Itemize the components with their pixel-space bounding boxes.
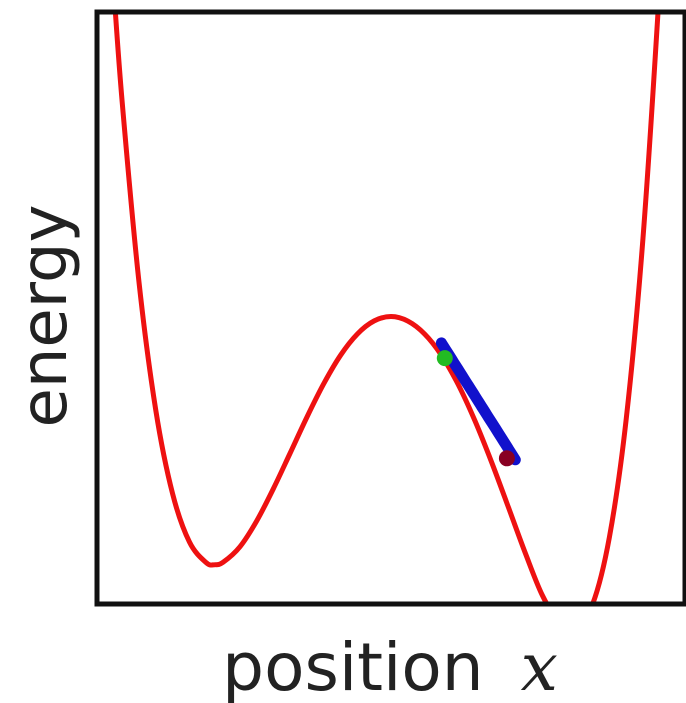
plot-frame bbox=[94, 9, 686, 607]
plot-background bbox=[97, 12, 685, 604]
start-marker bbox=[436, 350, 453, 367]
x-axis-label-math: x bbox=[521, 629, 558, 703]
x-axis-label: position x bbox=[222, 629, 558, 703]
y-axis-label: energy bbox=[8, 205, 82, 428]
x-axis-label-text: position bbox=[222, 629, 483, 703]
end-marker bbox=[498, 450, 515, 467]
series-layer bbox=[112, 12, 661, 604]
energy-curve bbox=[112, 12, 661, 604]
marker-layer bbox=[436, 350, 515, 467]
trajectory-segment bbox=[435, 337, 521, 466]
